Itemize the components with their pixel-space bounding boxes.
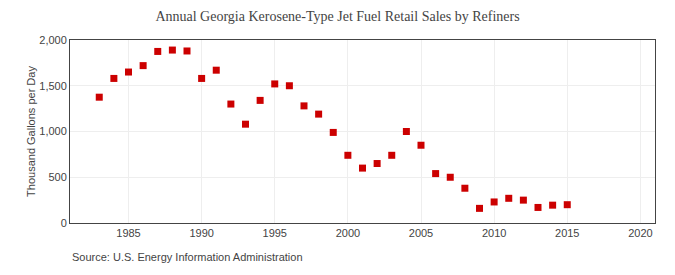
svg-text:Annual Georgia Kerosene-Type J: Annual Georgia Kerosene-Type Jet Fuel Re… [155, 9, 519, 24]
svg-text:2000: 2000 [336, 227, 360, 239]
svg-text:1985: 1985 [116, 227, 140, 239]
svg-text:Thousand Gallons per Day: Thousand Gallons per Day [25, 66, 37, 197]
svg-text:Source: U.S. Energy Informatio: Source: U.S. Energy Information Administ… [72, 251, 303, 263]
svg-text:0: 0 [61, 217, 67, 229]
svg-text:1,500: 1,500 [39, 80, 67, 92]
svg-text:2,000: 2,000 [39, 34, 67, 46]
svg-text:1,000: 1,000 [39, 125, 67, 137]
svg-text:2015: 2015 [555, 227, 579, 239]
svg-text:2020: 2020 [628, 227, 652, 239]
svg-text:1995: 1995 [263, 227, 287, 239]
svg-text:2010: 2010 [482, 227, 506, 239]
svg-text:1990: 1990 [189, 227, 213, 239]
svg-text:500: 500 [48, 171, 66, 183]
svg-text:2005: 2005 [409, 227, 433, 239]
